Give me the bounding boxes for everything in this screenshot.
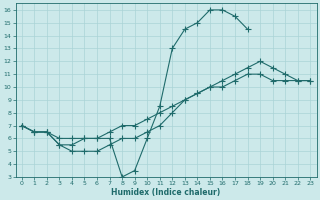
X-axis label: Humidex (Indice chaleur): Humidex (Indice chaleur) (111, 188, 221, 197)
